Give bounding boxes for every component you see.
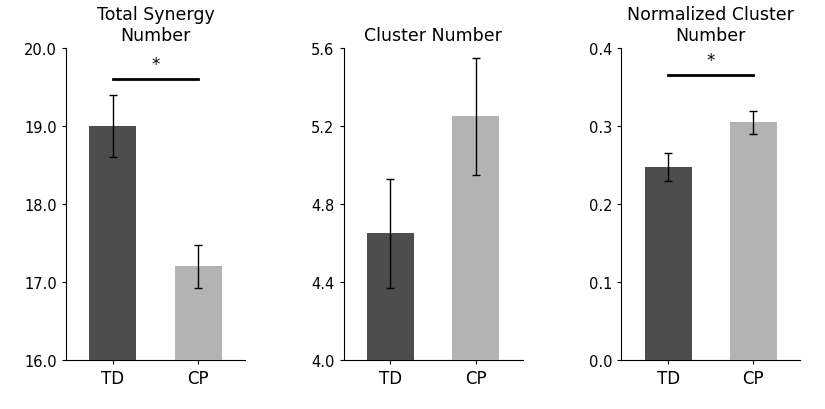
Bar <box>730 123 777 360</box>
Title: Cluster Number: Cluster Number <box>364 27 502 45</box>
Text: *: * <box>706 52 715 70</box>
Bar <box>89 127 136 360</box>
Bar <box>367 234 414 360</box>
Bar <box>644 167 691 360</box>
Text: *: * <box>151 56 160 74</box>
Bar <box>452 117 499 360</box>
Bar <box>175 267 222 360</box>
Title: Total Synergy
Number: Total Synergy Number <box>97 6 214 45</box>
Title: Normalized Cluster
Number: Normalized Cluster Number <box>627 6 794 45</box>
